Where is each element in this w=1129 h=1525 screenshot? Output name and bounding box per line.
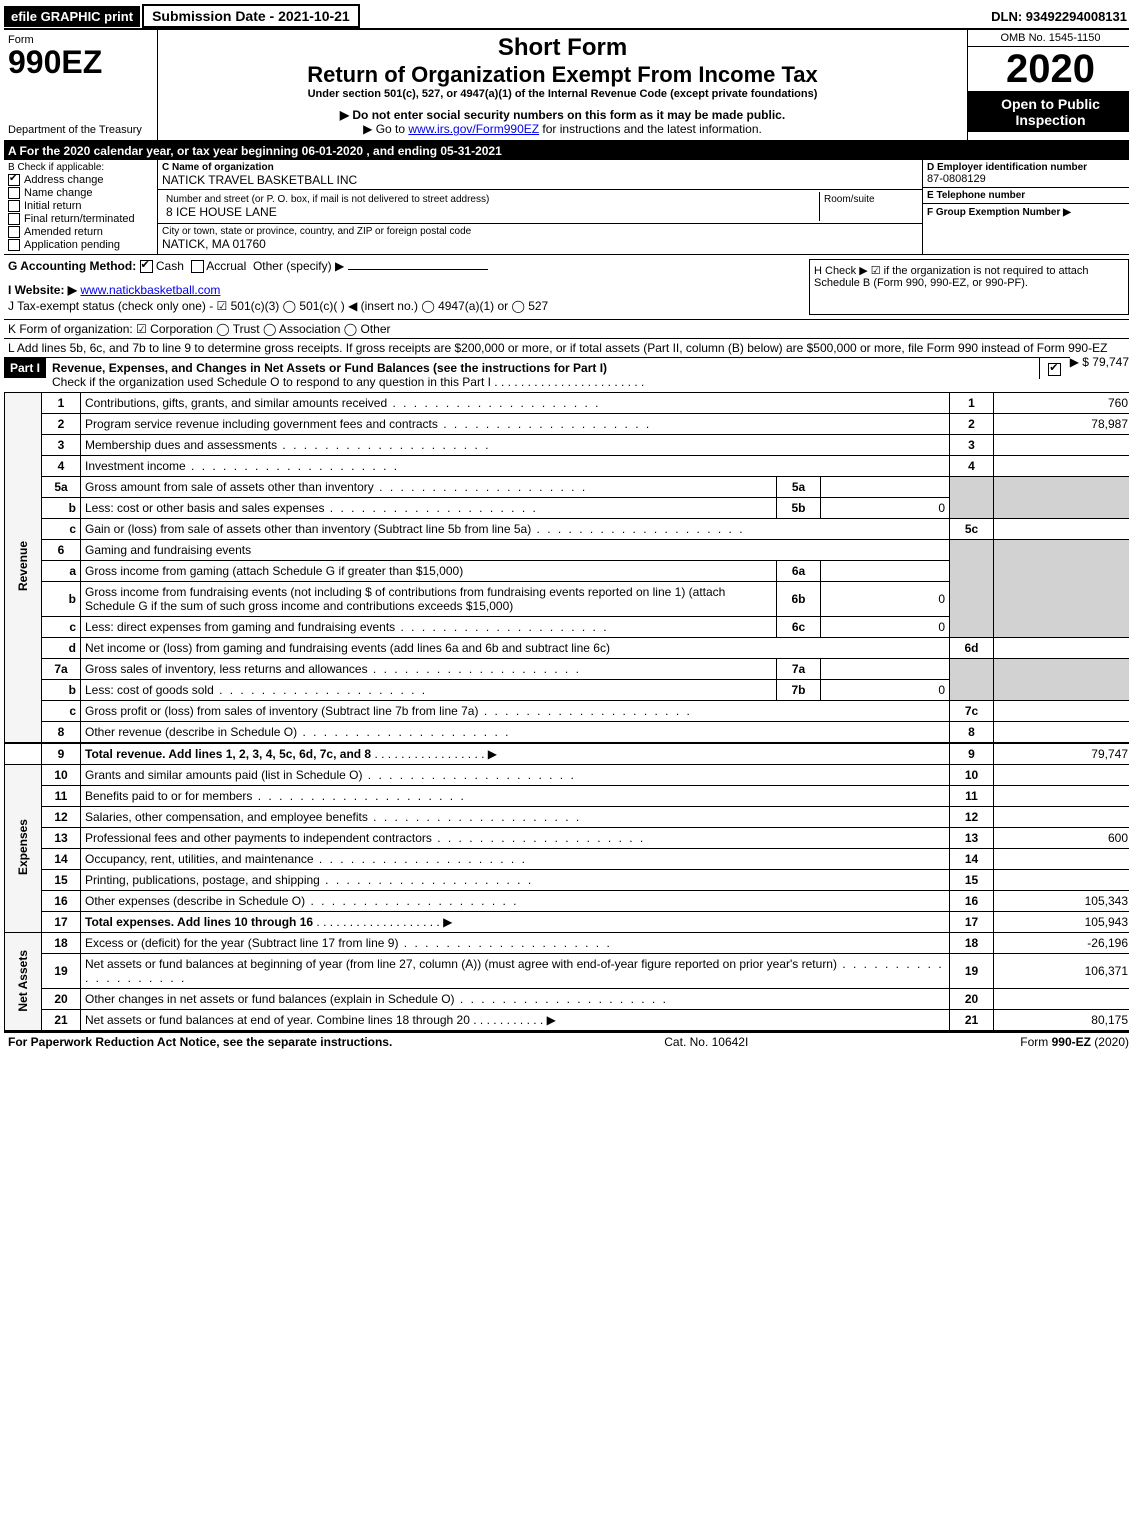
dln-label: DLN: 93492294008131: [991, 9, 1129, 24]
goto-suffix: for instructions and the latest informat…: [539, 122, 762, 136]
section-b-label: B Check if applicable:: [8, 162, 153, 173]
section-b-checkboxes: B Check if applicable: Address change Na…: [4, 160, 158, 254]
form-number: 990EZ: [8, 46, 153, 78]
tax-exempt-status: J Tax-exempt status (check only one) - ☑…: [8, 297, 789, 315]
form-header: Form 990EZ Department of the Treasury Sh…: [4, 30, 1129, 142]
accounting-method-label: G Accounting Method:: [8, 259, 136, 273]
part1-check-o-text: Check if the organization used Schedule …: [52, 375, 491, 389]
line-19: 19 Net assets or fund balances at beginn…: [5, 954, 1129, 989]
section-a-tax-year: A For the 2020 calendar year, or tax yea…: [4, 142, 1129, 160]
goto-prefix: ▶ Go to: [363, 122, 408, 136]
expenses-section-label: Expenses: [5, 765, 42, 933]
line-1: Revenue 1 Contributions, gifts, grants, …: [5, 393, 1129, 414]
line-12: 12 Salaries, other compensation, and emp…: [5, 807, 1129, 828]
checkbox-application-pending[interactable]: Application pending: [8, 239, 153, 251]
line-5c: c Gain or (loss) from sale of assets oth…: [5, 519, 1129, 540]
line-11: 11 Benefits paid to or for members 11: [5, 786, 1129, 807]
page-footer: For Paperwork Reduction Act Notice, see …: [4, 1031, 1129, 1051]
accounting-other-label: Other (specify) ▶: [253, 259, 344, 273]
accounting-accrual-label: Accrual: [206, 259, 246, 273]
ein-value: 87-0808129: [927, 173, 1129, 185]
short-form-title: Short Form: [162, 34, 963, 62]
ein-cell: D Employer identification number 87-0808…: [923, 160, 1129, 188]
checkbox-address-change[interactable]: Address change: [8, 174, 153, 186]
tax-year: 2020: [968, 47, 1129, 92]
gross-receipts-text: L Add lines 5b, 6c, and 7b to line 9 to …: [8, 341, 1107, 355]
line-9: 9 Total revenue. Add lines 1, 2, 3, 4, 5…: [5, 743, 1129, 765]
city-label: City or town, state or province, country…: [162, 226, 918, 237]
part1-label: Part I: [4, 358, 46, 378]
efile-print-label[interactable]: efile GRAPHIC print: [4, 6, 140, 27]
line-3: 3 Membership dues and assessments 3: [5, 435, 1129, 456]
dept-treasury-label: Department of the Treasury: [8, 124, 153, 136]
phone-label: E Telephone number: [927, 190, 1129, 201]
line-21: 21 Net assets or fund balances at end of…: [5, 1010, 1129, 1031]
group-exemption-label: F Group Exemption Number ▶: [927, 207, 1071, 218]
line-15: 15 Printing, publications, postage, and …: [5, 870, 1129, 891]
line-7a: 7a Gross sales of inventory, less return…: [5, 659, 1129, 680]
city-value: NATICK, MA 01760: [162, 237, 918, 251]
top-bar: efile GRAPHIC print Submission Date - 20…: [4, 4, 1129, 30]
ein-label: D Employer identification number: [927, 162, 1129, 173]
netassets-section-label: Net Assets: [5, 933, 42, 1031]
checkbox-amended-return[interactable]: Amended return: [8, 226, 153, 238]
line-10: Expenses 10 Grants and similar amounts p…: [5, 765, 1129, 786]
schedule-b-check: H Check ▶ ☑ if the organization is not r…: [809, 259, 1129, 315]
catalog-number: Cat. No. 10642I: [664, 1035, 748, 1049]
accounting-other-input[interactable]: [348, 269, 488, 270]
submission-date-label: Submission Date - 2021-10-21: [142, 4, 360, 28]
gross-receipts-value: ▶ $ 79,747: [1070, 355, 1129, 369]
gh-row: G Accounting Method: Cash Accrual Other …: [4, 255, 1129, 319]
form-of-organization: K Form of organization: ☑ Corporation ◯ …: [4, 319, 1129, 338]
street-label: Number and street (or P. O. box, if mail…: [166, 194, 815, 205]
gross-receipts-row: L Add lines 5b, 6c, and 7b to line 9 to …: [4, 338, 1129, 357]
line-18: Net Assets 18 Excess or (deficit) for th…: [5, 933, 1129, 954]
part1-header-row: Part I Revenue, Expenses, and Changes in…: [4, 357, 1070, 392]
part1-lines-table: Revenue 1 Contributions, gifts, grants, …: [4, 392, 1129, 1031]
line-5a: 5a Gross amount from sale of assets othe…: [5, 477, 1129, 498]
line-7c: c Gross profit or (loss) from sales of i…: [5, 701, 1129, 722]
line-20: 20 Other changes in net assets or fund b…: [5, 989, 1129, 1010]
website-label: I Website: ▶: [8, 283, 77, 297]
form-footer-label: Form 990-EZ (2020): [1020, 1035, 1129, 1049]
room-suite-cell: Room/suite: [820, 192, 918, 221]
omb-number: OMB No. 1545-1150: [968, 30, 1129, 47]
line-16: 16 Other expenses (describe in Schedule …: [5, 891, 1129, 912]
city-cell: City or town, state or province, country…: [158, 224, 922, 253]
line-8: 8 Other revenue (describe in Schedule O)…: [5, 722, 1129, 744]
line-13: 13 Professional fees and other payments …: [5, 828, 1129, 849]
group-exemption-cell: F Group Exemption Number ▶: [923, 204, 1129, 220]
part1-schedule-o-checkbox[interactable]: [1039, 358, 1070, 378]
street-value: 8 ICE HOUSE LANE: [166, 205, 815, 219]
line-17: 17 Total expenses. Add lines 10 through …: [5, 912, 1129, 933]
checkbox-final-return[interactable]: Final return/terminated: [8, 213, 153, 225]
street-cell: Number and street (or P. O. box, if mail…: [162, 192, 820, 221]
do-not-enter-ssn: ▶ Do not enter social security numbers o…: [162, 108, 963, 122]
line-4: 4 Investment income 4: [5, 456, 1129, 477]
org-name-label: C Name of organization: [162, 162, 918, 173]
irs-instructions-link[interactable]: www.irs.gov/Form990EZ: [408, 122, 539, 136]
paperwork-notice: For Paperwork Reduction Act Notice, see …: [8, 1035, 392, 1049]
return-title: Return of Organization Exempt From Incom…: [162, 62, 963, 88]
checkbox-name-change[interactable]: Name change: [8, 187, 153, 199]
org-name-cell: C Name of organization NATICK TRAVEL BAS…: [158, 160, 922, 190]
website-link[interactable]: www.natickbasketball.com: [80, 283, 220, 297]
under-section-text: Under section 501(c), 527, or 4947(a)(1)…: [162, 88, 963, 100]
org-name-value: NATICK TRAVEL BASKETBALL INC: [162, 173, 918, 187]
line-2: 2 Program service revenue including gove…: [5, 414, 1129, 435]
accounting-cash-checkbox[interactable]: [140, 260, 153, 273]
accounting-accrual-checkbox[interactable]: [191, 260, 204, 273]
line-6d: d Net income or (loss) from gaming and f…: [5, 638, 1129, 659]
checkbox-initial-return[interactable]: Initial return: [8, 200, 153, 212]
open-to-public: Open to Public Inspection: [968, 92, 1129, 132]
part1-title: Revenue, Expenses, and Changes in Net As…: [52, 361, 607, 375]
goto-instructions: ▶ Go to www.irs.gov/Form990EZ for instru…: [162, 122, 963, 136]
accounting-cash-label: Cash: [156, 259, 184, 273]
line-6: 6 Gaming and fundraising events: [5, 540, 1129, 561]
line-14: 14 Occupancy, rent, utilities, and maint…: [5, 849, 1129, 870]
entity-info: B Check if applicable: Address change Na…: [4, 160, 1129, 255]
revenue-section-label: Revenue: [5, 393, 42, 744]
phone-cell: E Telephone number: [923, 188, 1129, 204]
